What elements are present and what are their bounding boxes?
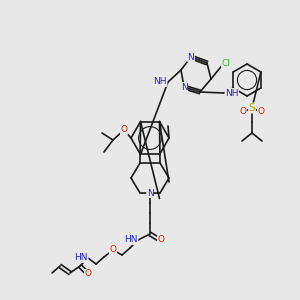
Text: O: O xyxy=(121,125,128,134)
Text: O: O xyxy=(257,107,265,116)
Text: O: O xyxy=(85,269,92,278)
Text: O: O xyxy=(110,245,116,254)
Text: NH: NH xyxy=(225,88,238,98)
Text: HN: HN xyxy=(74,254,88,262)
Text: N: N xyxy=(188,52,194,62)
Text: NH: NH xyxy=(154,77,167,86)
Text: N: N xyxy=(181,82,188,91)
Text: O: O xyxy=(239,107,247,116)
Text: Cl: Cl xyxy=(222,58,230,68)
Text: N: N xyxy=(147,188,153,197)
Text: O: O xyxy=(158,236,164,244)
Text: HN: HN xyxy=(124,236,138,244)
Text: S: S xyxy=(249,103,255,113)
